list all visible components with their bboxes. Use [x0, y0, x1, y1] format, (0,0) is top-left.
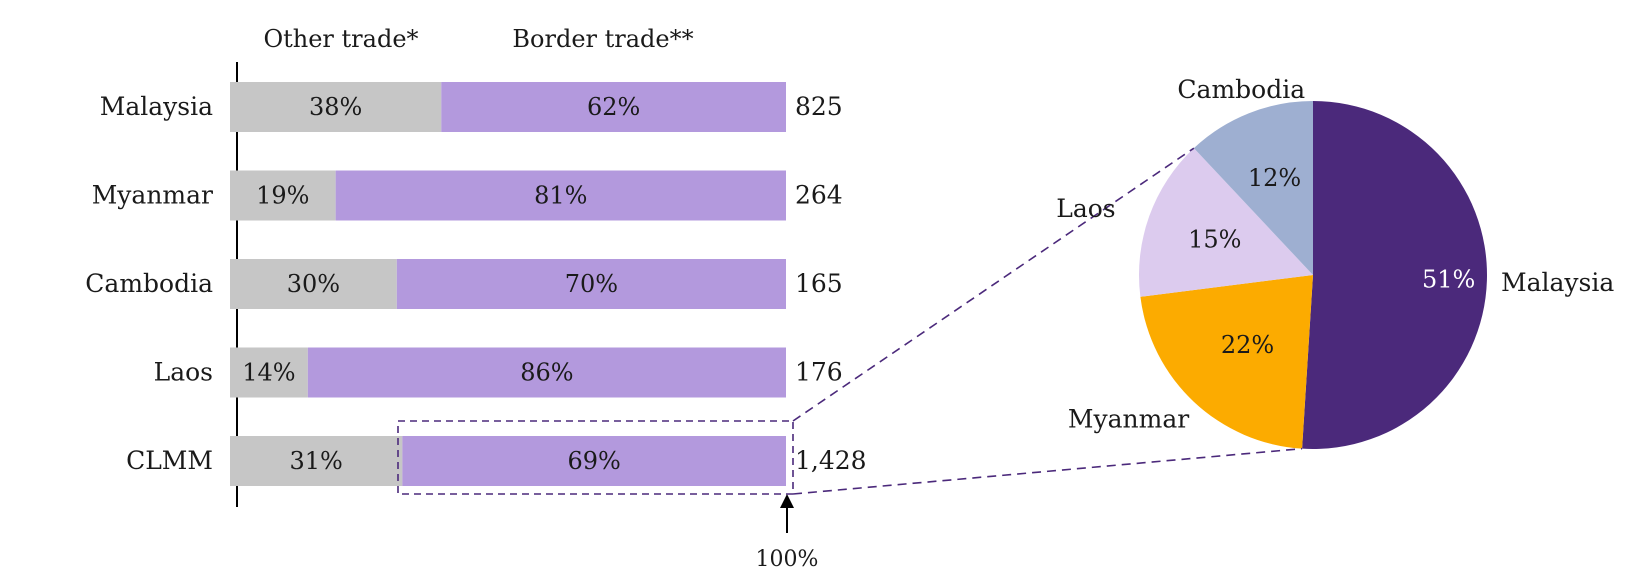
pie-category-label-malaysia: Malaysia	[1501, 268, 1614, 297]
total-label-clmm: 1,428	[795, 446, 867, 475]
pie-slice-cambodia	[1193, 101, 1313, 275]
pie-category-label-laos: Laos	[1056, 194, 1115, 223]
legend-border-trade: Border trade**	[512, 25, 693, 53]
pie-slice-myanmar	[1140, 275, 1313, 449]
category-label-clmm: CLMM	[126, 446, 213, 475]
category-label-laos: Laos	[154, 358, 213, 387]
bar-laos-border-trade	[307, 347, 786, 398]
bar-label-malaysia-border-trade: 62%	[587, 93, 640, 121]
total-label-myanmar: 264	[795, 181, 843, 210]
highlight-box	[397, 420, 794, 495]
scale-marker-arrow-head	[780, 494, 794, 508]
bar-clmm-other-trade	[230, 436, 403, 486]
legend-other-trade: Other trade*	[263, 25, 418, 53]
scale-marker-label: 100%	[756, 547, 819, 572]
bar-cambodia-border-trade	[396, 259, 786, 309]
bar-myanmar-other-trade	[230, 170, 336, 221]
pie-value-label-cambodia: 12%	[1248, 164, 1301, 192]
pie-slice-malaysia	[1302, 101, 1488, 450]
total-label-laos: 176	[795, 358, 843, 387]
pie-value-label-laos: 15%	[1188, 226, 1241, 254]
bar-clmm-border-trade	[402, 436, 786, 486]
bar-label-malaysia-other-trade: 38%	[309, 93, 362, 121]
pie-category-label-cambodia: Cambodia	[1177, 75, 1305, 104]
pie-category-label-myanmar: Myanmar	[1068, 405, 1189, 434]
category-label-malaysia: Malaysia	[100, 92, 213, 121]
total-label-cambodia: 165	[795, 269, 843, 298]
pie-value-label-myanmar: 22%	[1221, 331, 1274, 359]
connector-line-top	[792, 147, 1195, 422]
category-label-myanmar: Myanmar	[92, 181, 213, 210]
pie-value-label-malaysia: 51%	[1422, 265, 1475, 293]
category-label-cambodia: Cambodia	[85, 269, 213, 298]
bar-label-clmm-border-trade: 69%	[568, 447, 621, 475]
bar-label-myanmar-border-trade: 81%	[534, 182, 587, 210]
bar-label-myanmar-other-trade: 19%	[256, 182, 309, 210]
bar-label-cambodia-border-trade: 70%	[565, 270, 618, 298]
bar-cambodia-other-trade	[230, 259, 397, 309]
pie-slice-laos	[1139, 148, 1313, 297]
bar-malaysia-border-trade	[441, 82, 786, 132]
bar-label-laos-border-trade: 86%	[520, 359, 573, 387]
bar-myanmar-border-trade	[335, 170, 786, 221]
bar-laos-other-trade	[230, 347, 308, 398]
bar-label-clmm-other-trade: 31%	[290, 447, 343, 475]
total-label-malaysia: 825	[795, 92, 843, 121]
connector-line-bottom	[792, 447, 1303, 495]
bar-label-laos-other-trade: 14%	[242, 359, 295, 387]
bar-label-cambodia-other-trade: 30%	[287, 270, 340, 298]
bar-malaysia-other-trade	[230, 82, 442, 132]
